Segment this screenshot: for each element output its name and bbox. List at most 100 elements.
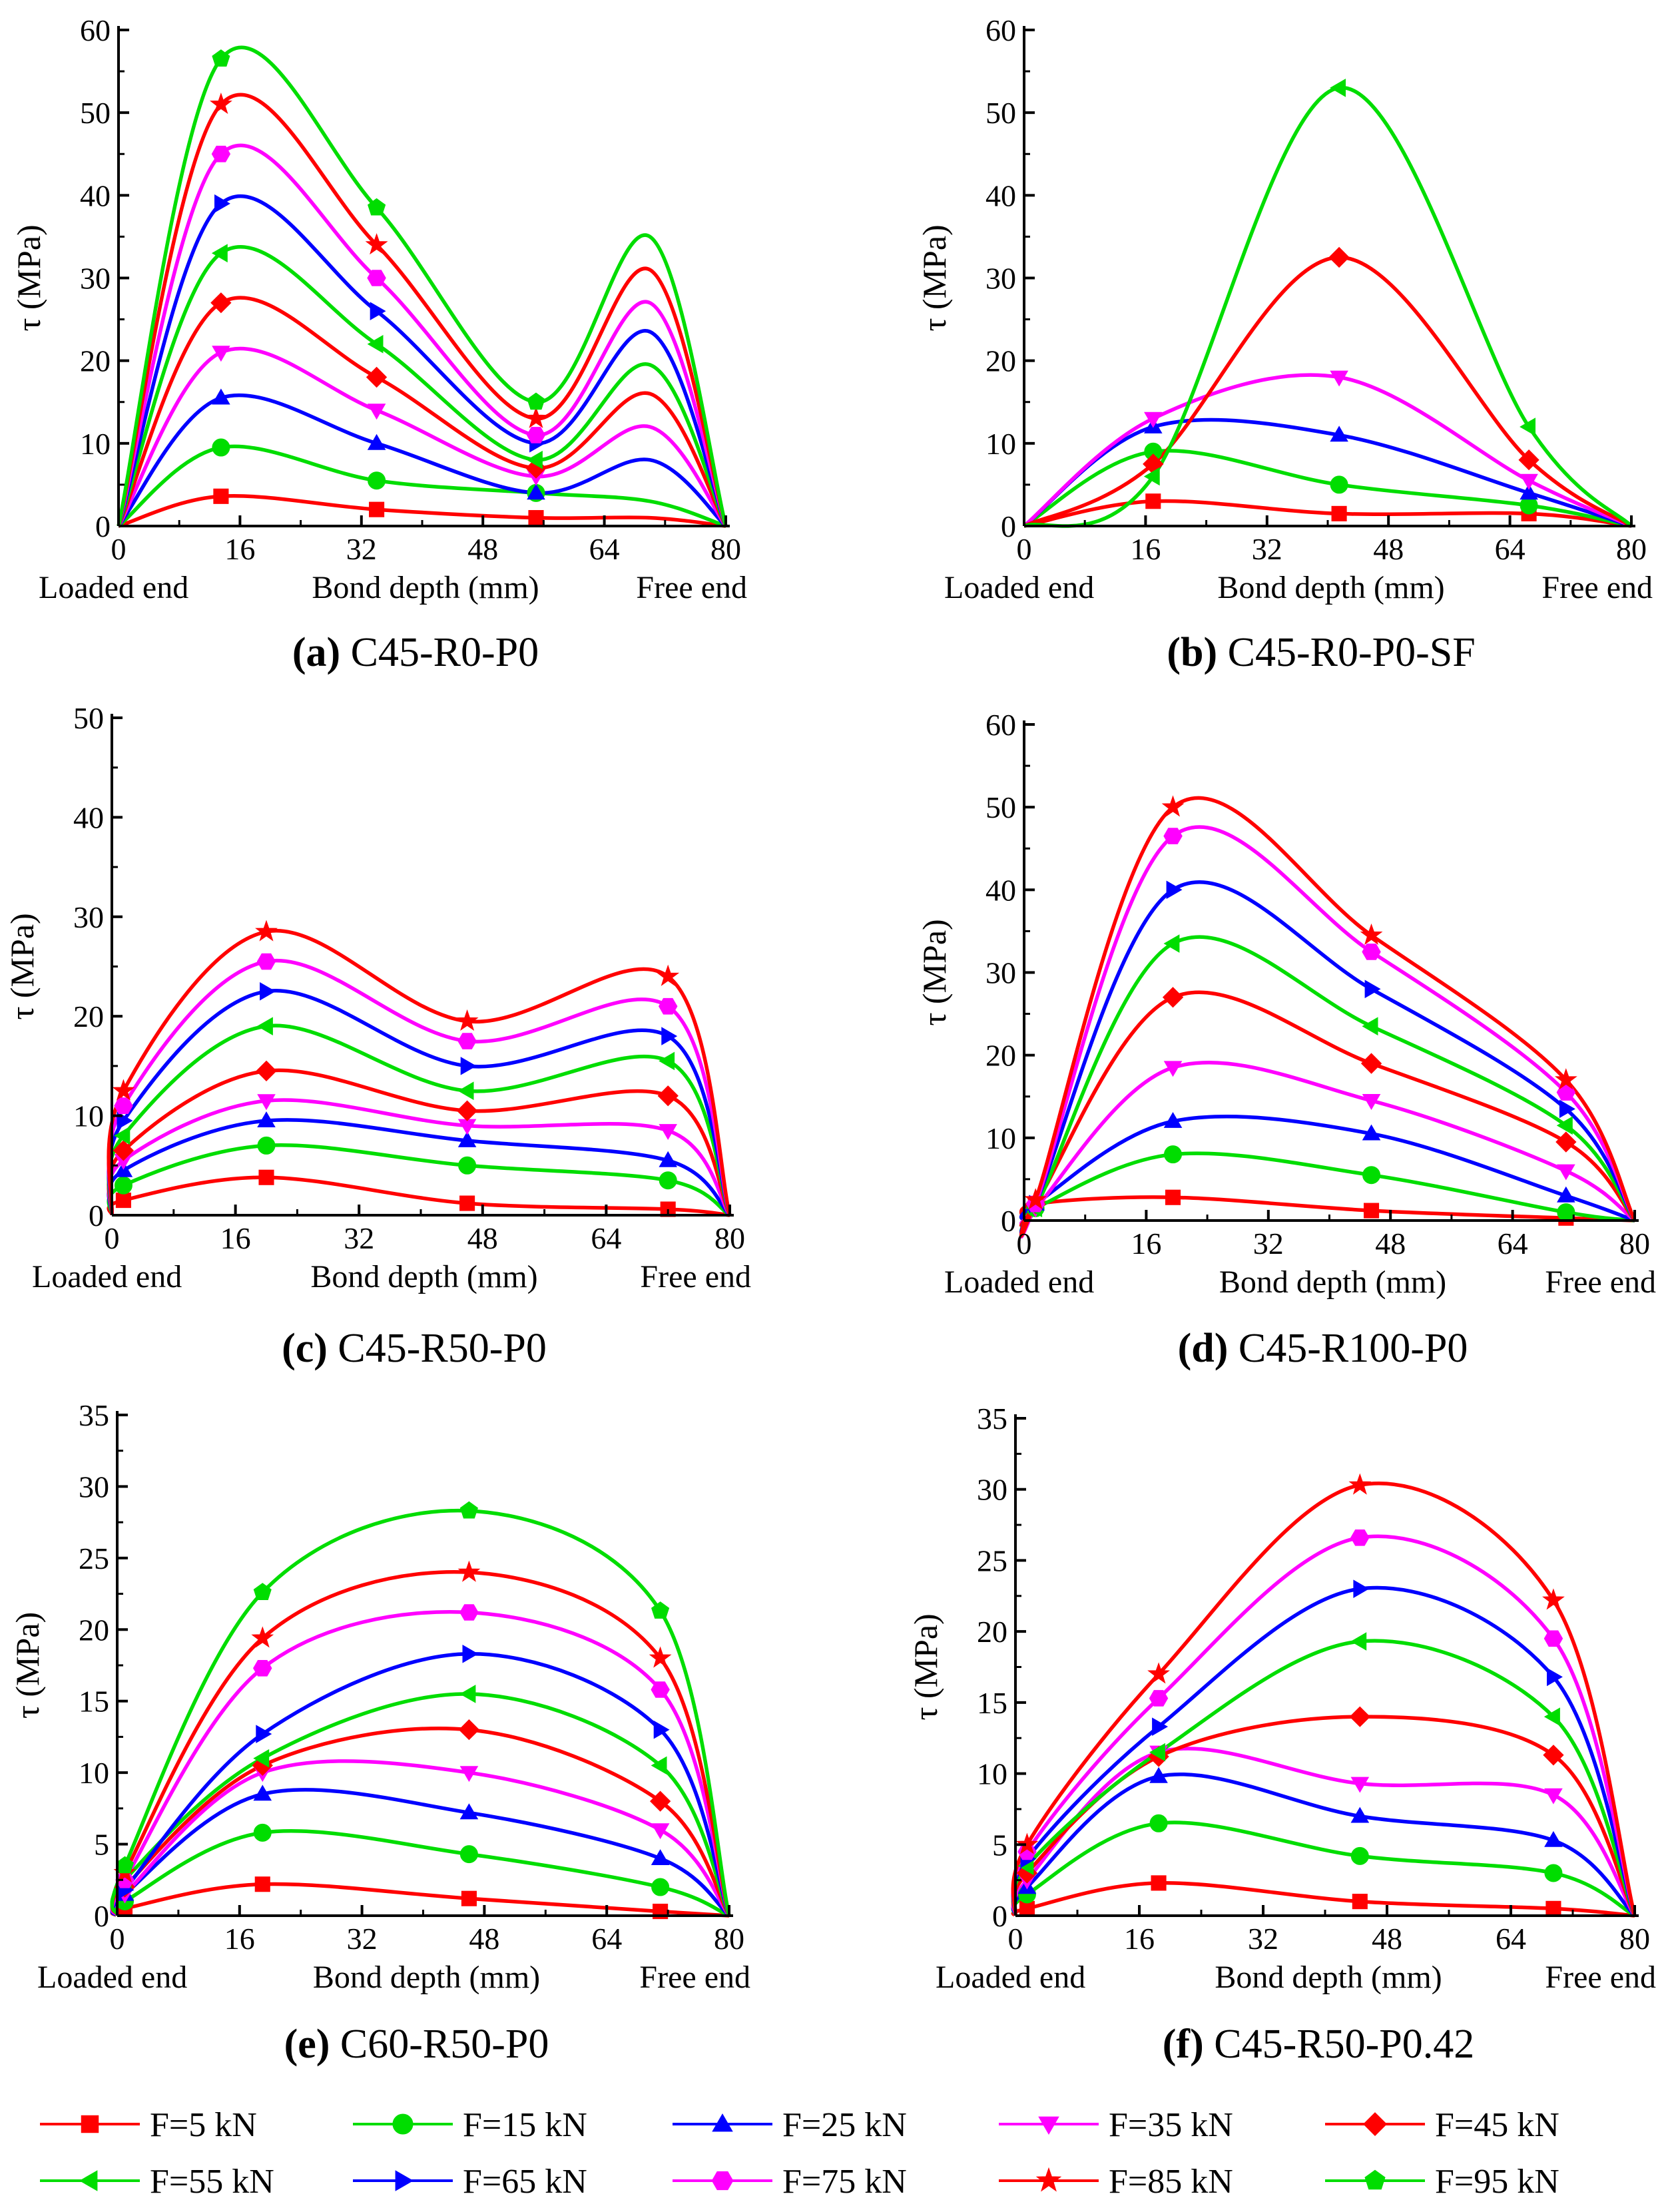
- data-point-marker: [459, 1501, 478, 1519]
- data-point-marker: [255, 920, 278, 942]
- x-axis-label: Bond depth (mm): [1219, 1264, 1446, 1300]
- data-point-marker: [257, 1111, 276, 1127]
- data-point-marker: [1518, 449, 1539, 471]
- series-line: [117, 444, 726, 528]
- data-point-marker: [1350, 1529, 1370, 1546]
- data-point-marker: [256, 1060, 277, 1082]
- chart-panel-b: 0 16 32 48 64 80 0 10 20 30 40 50 60 τ (MPa) Loaded en…: [916, 13, 1653, 675]
- data-point-marker: [212, 388, 230, 405]
- data-point-marker: [1151, 1875, 1167, 1891]
- data-point-marker: [1520, 473, 1538, 490]
- panel-caption: (a) C45-R0-P0: [292, 630, 539, 675]
- data-point-marker: [1544, 1864, 1563, 1882]
- series-line: [1011, 1639, 1637, 1917]
- legend-label: F=45 kN: [1435, 2106, 1559, 2144]
- y-tick-label: 0: [89, 1199, 104, 1233]
- x-tick-label: 16: [220, 1221, 251, 1255]
- chart-panel-e: 0 16 32 48 64 80 0 5 10 15 20 25 30 35 τ (MPa) Loaded e…: [9, 1398, 750, 2067]
- legend-label: F=25 kN: [782, 2106, 907, 2144]
- x-tick-label: 64: [589, 532, 620, 566]
- series-line: [110, 1570, 731, 1916]
- legend-label: F=75 kN: [782, 2163, 907, 2201]
- series-line: [110, 1828, 730, 1918]
- x-tick-label: 80: [1619, 1227, 1650, 1260]
- x-axis-label: Bond depth (mm): [1217, 570, 1444, 605]
- data-point-marker: [651, 1756, 667, 1775]
- x-tick-label: 64: [1496, 1922, 1526, 1956]
- data-point-marker: [459, 1766, 479, 1783]
- data-point-marker: [1163, 1061, 1183, 1077]
- data-point-marker: [659, 997, 678, 1015]
- panel-caption: (b) C45-R0-P0-SF: [1167, 630, 1475, 675]
- y-tick-label: 15: [79, 1685, 109, 1719]
- data-point-marker: [1149, 1767, 1168, 1783]
- y-tick-label: 40: [80, 178, 111, 212]
- data-point-marker: [1161, 795, 1185, 817]
- y-tick-label: 30: [73, 900, 104, 934]
- data-point-marker: [1350, 1846, 1369, 1865]
- legend-item: F=85 kN: [999, 2163, 1233, 2201]
- data-point-marker: [254, 1876, 270, 1892]
- data-point-marker: [1166, 880, 1183, 900]
- x-tick-label: 64: [1498, 1227, 1528, 1260]
- data-point-marker: [1348, 1473, 1372, 1495]
- series-line: [107, 928, 732, 1216]
- y-tick-label: 25: [79, 1541, 109, 1575]
- legend-item: F=45 kN: [1325, 2106, 1559, 2144]
- x-tick-label: 80: [1616, 532, 1647, 566]
- legend-marker-triangle-right: [395, 2170, 414, 2191]
- x-label-free-end: Free end: [1541, 570, 1653, 605]
- y-tick-label: 20: [985, 1039, 1016, 1073]
- data-point-marker: [257, 1136, 276, 1155]
- data-point-marker: [1555, 1131, 1577, 1153]
- data-point-marker: [1330, 425, 1348, 442]
- data-point-marker: [459, 1803, 479, 1820]
- y-tick-label: 0: [1001, 509, 1016, 543]
- data-point-marker: [210, 292, 232, 314]
- data-point-marker: [368, 198, 386, 216]
- y-axis-label: τ (MPa): [9, 1612, 46, 1719]
- data-point-marker: [1557, 1203, 1575, 1222]
- data-point-marker: [659, 1151, 677, 1167]
- series-line: [1023, 86, 1633, 528]
- data-point-marker: [651, 1681, 670, 1698]
- y-tick-label: 10: [985, 427, 1016, 461]
- data-point-marker: [459, 1685, 476, 1703]
- data-point-marker: [460, 1057, 477, 1075]
- caption-name: C60-R50-P0: [330, 2022, 549, 2067]
- data-point-marker: [368, 471, 386, 490]
- series-line: [110, 1692, 731, 1917]
- panel-caption: (f) C45-R50-P0.42: [1163, 2022, 1474, 2067]
- caption-name: C45-R0-P0-SF: [1217, 630, 1476, 675]
- data-point-marker: [366, 366, 388, 388]
- y-tick-label: 40: [985, 873, 1016, 907]
- caption-name: C45-R50-P0: [328, 1326, 547, 1371]
- data-point-marker: [370, 302, 386, 320]
- legend-label: F=15 kN: [463, 2106, 587, 2144]
- y-tick-label: 30: [985, 956, 1016, 990]
- data-point-marker: [526, 427, 546, 443]
- series-line: [110, 1882, 730, 1918]
- data-point-marker: [457, 1033, 477, 1049]
- data-point-marker: [115, 1193, 131, 1209]
- y-tick-label: 20: [80, 344, 111, 378]
- y-axis-label: τ (MPa): [916, 919, 953, 1025]
- x-tick-label: 16: [1131, 1227, 1161, 1260]
- data-point-marker: [459, 1845, 478, 1864]
- x-tick-label: 0: [1017, 532, 1032, 566]
- data-point-marker: [457, 1081, 474, 1101]
- legend-label: F=35 kN: [1109, 2106, 1233, 2144]
- legend-label: F=55 kN: [150, 2163, 274, 2201]
- data-point-marker: [214, 194, 230, 213]
- data-point-marker: [1362, 1017, 1378, 1036]
- y-tick-label: 50: [985, 790, 1016, 824]
- data-point-marker: [213, 488, 229, 504]
- data-point-marker: [657, 964, 680, 986]
- data-point-marker: [1545, 1900, 1561, 1916]
- data-point-marker: [260, 982, 276, 1001]
- legend-marker-hexagon: [711, 2171, 734, 2191]
- legend: F=5 kN F=15 kN F=25 kN F=35 kN F=45 kN F=55 k…: [40, 2106, 1559, 2201]
- data-point-marker: [1557, 1164, 1575, 1181]
- data-point-marker: [253, 1660, 272, 1677]
- series-line: [1023, 417, 1632, 528]
